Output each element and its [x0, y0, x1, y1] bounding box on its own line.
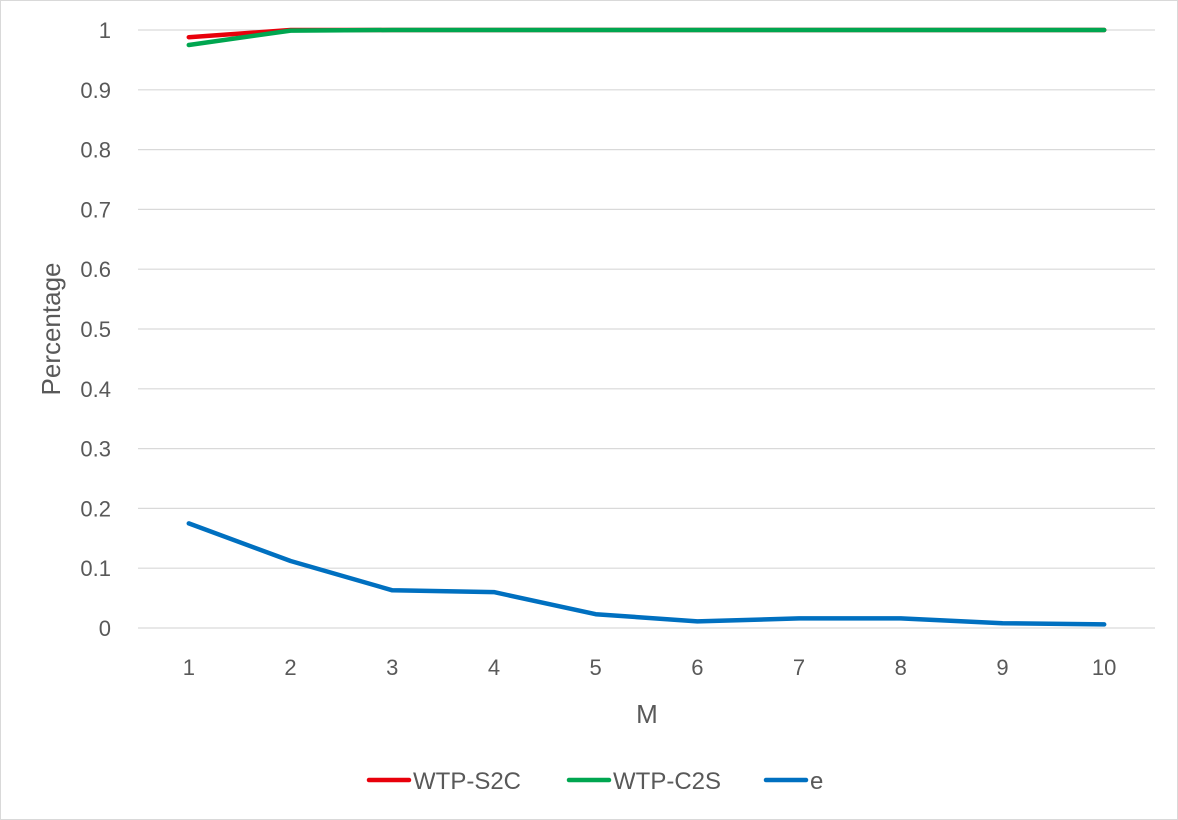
y-tick-label: 0.3: [80, 437, 111, 462]
legend-label-1: WTP-C2S: [613, 768, 721, 795]
y-tick-label: 1: [99, 18, 111, 43]
y-tick-label: 0.7: [80, 197, 111, 222]
x-axis-title: M: [636, 699, 658, 729]
x-tick-label: 8: [895, 655, 907, 680]
series-line-2: [186, 521, 1107, 627]
y-axis-title: Percentage: [36, 263, 66, 396]
y-tick-label: 0.4: [80, 377, 111, 402]
y-tick-label: 0.5: [80, 317, 111, 342]
legend-label-0: WTP-S2C: [413, 768, 521, 795]
y-tick-label: 0.8: [80, 138, 111, 163]
x-tick-label: 1: [183, 655, 195, 680]
y-tick-labels: 0 0.1 0.2 0.3 0.4 0.5 0.6 0.7 0.8 0.9 1: [80, 18, 111, 641]
x-tick-label: 2: [284, 655, 296, 680]
x-tick-label: 7: [793, 655, 805, 680]
y-tick-label: 0.6: [80, 257, 111, 282]
series-line-1: [186, 27, 1107, 48]
y-tick-label: 0.1: [80, 556, 111, 581]
x-tick-label: 6: [691, 655, 703, 680]
x-tick-label: 9: [996, 655, 1008, 680]
y-tick-label: 0.9: [80, 78, 111, 103]
x-tick-label: 4: [488, 655, 500, 680]
x-tick-label: 10: [1092, 655, 1116, 680]
x-tick-labels: 1 2 3 4 5 6 7 8 9 10: [183, 655, 1117, 680]
y-tick-label: 0.2: [80, 496, 111, 521]
series-lines: [186, 27, 1107, 627]
legend-label-2: e: [810, 768, 823, 795]
x-tick-label: 3: [386, 655, 398, 680]
legend: WTP-S2C WTP-C2S e: [366, 768, 823, 795]
x-tick-label: 5: [590, 655, 602, 680]
gridlines: [138, 29, 1155, 629]
y-tick-label: 0: [99, 616, 111, 641]
